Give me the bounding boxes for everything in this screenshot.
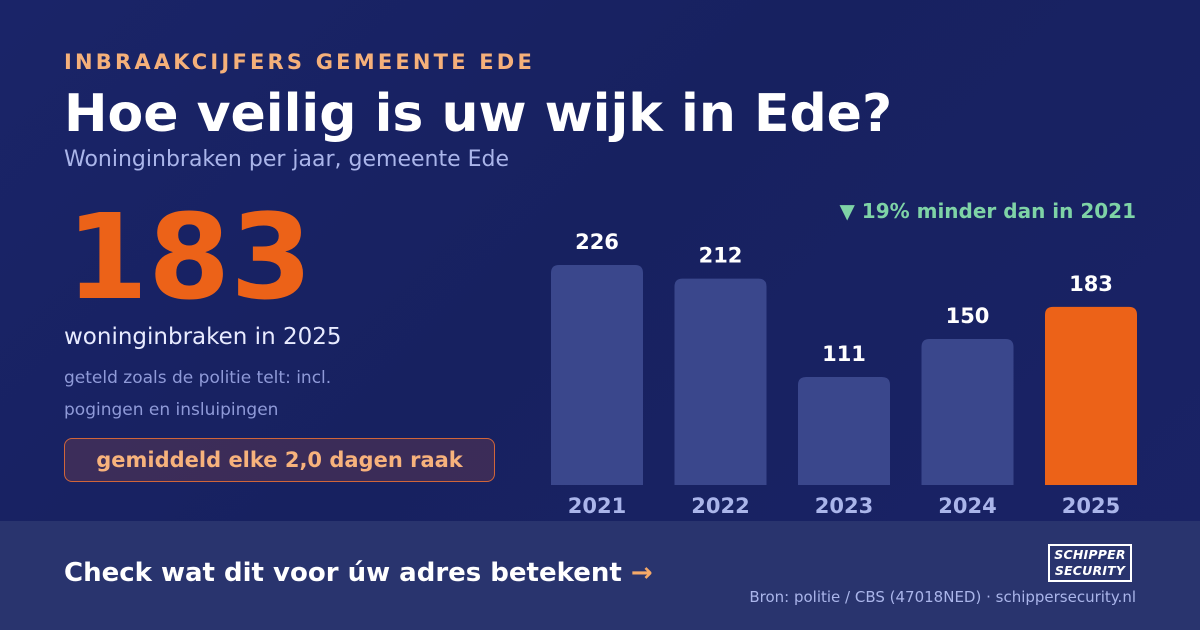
- change-indicator: ▼ 19% minder dan in 2021: [839, 199, 1136, 223]
- highlight-number: 183: [66, 188, 313, 326]
- subtitle: Woninginbraken per jaar, gemeente Ede: [64, 147, 510, 172]
- cta-link[interactable]: Check wat dit voor úw adres betekent →: [64, 558, 653, 588]
- arrow-right-icon: →: [630, 558, 653, 588]
- kicker: INBRAAKCIJFERS GEMEENTE EDE: [64, 50, 535, 74]
- value-label-2025: 183: [1069, 272, 1113, 296]
- cta-text: Check wat dit voor úw adres betekent: [64, 558, 622, 588]
- category-label-2025: 2025: [1062, 494, 1120, 518]
- logo-line-2: SECURITY: [1054, 563, 1126, 578]
- bar-2025: [1045, 306, 1137, 485]
- value-label-2024: 150: [946, 304, 990, 328]
- value-label-2021: 226: [575, 230, 619, 254]
- footer: Check wat dit voor úw adres betekent → S…: [0, 521, 1200, 630]
- category-label-2021: 2021: [568, 494, 626, 518]
- category-label-2024: 2024: [938, 494, 996, 518]
- bar-2021: [551, 265, 643, 485]
- frequency-badge: gemiddeld elke 2,0 dagen raak: [64, 438, 495, 482]
- value-label-2023: 111: [822, 342, 866, 366]
- bar-2022: [674, 278, 767, 485]
- category-label-2022: 2022: [691, 494, 749, 518]
- page-title: Hoe veilig is uw wijk in Ede?: [64, 84, 893, 144]
- source-text: Bron: politie / CBS (47018NED) · schippe…: [749, 588, 1136, 606]
- category-label-2023: 2023: [815, 494, 873, 518]
- highlight-label: woninginbraken in 2025: [64, 324, 342, 350]
- logo: SCHIPPER SECURITY: [1048, 544, 1132, 582]
- logo-line-1: SCHIPPER: [1054, 547, 1126, 562]
- bar-2023: [798, 376, 890, 485]
- counting-note: geteld zoals de politie telt: incl. pogi…: [64, 368, 332, 420]
- value-label-2022: 212: [699, 244, 743, 268]
- bar-2024: [921, 338, 1014, 485]
